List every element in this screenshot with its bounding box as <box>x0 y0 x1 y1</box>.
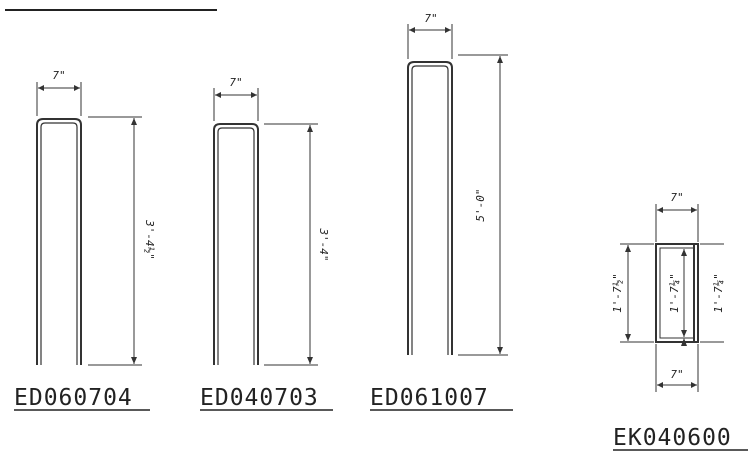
staple-body <box>655 243 699 343</box>
staple-inner <box>411 65 449 355</box>
part-code: ED040703 <box>200 385 319 411</box>
part-ed061007: 7" 5'-0" ED061007 <box>370 12 513 411</box>
arrow-left <box>38 85 44 91</box>
arrow-top <box>625 245 631 252</box>
arrow-top <box>497 56 503 63</box>
part-ed040703: 7" 3'-4" ED040703 <box>200 76 333 411</box>
top-width-dim-text: 7" <box>670 191 683 204</box>
part-code: EK040600 <box>613 425 732 451</box>
arrow-right <box>691 382 697 388</box>
arrow-top <box>131 118 137 125</box>
height-dim-text: 3'-4½" <box>143 219 156 260</box>
inner-height-dim-text: 1'-7¼" <box>668 273 681 313</box>
staple-shape <box>407 61 453 355</box>
arrow-right <box>251 92 257 98</box>
staple-shape <box>213 123 259 365</box>
arrow-top <box>681 249 687 256</box>
arrow-right <box>691 207 697 213</box>
bottom-width-dim-text: 7" <box>670 368 683 381</box>
arrow-right <box>445 27 451 33</box>
arrow-bottom <box>681 330 687 337</box>
arrow-bottom <box>307 357 313 364</box>
staple-inner <box>40 122 78 365</box>
arrow-left <box>215 92 221 98</box>
part-ek040600: 7" 7" 1'-7½" 1'-7¼" 1'-7¼" EK040600 <box>611 191 748 451</box>
arrow-left <box>409 27 415 33</box>
arrow-top <box>307 125 313 132</box>
height-dim-text: 5'-0" <box>474 188 487 221</box>
left-height-dim-text: 1'-7½" <box>611 273 624 313</box>
arrow-bottom <box>131 357 137 364</box>
width-dim-text: 7" <box>424 12 437 25</box>
arrow-left <box>657 382 663 388</box>
arrow-bottom <box>497 347 503 354</box>
width-dim-text: 7" <box>229 76 242 89</box>
arrow-right <box>74 85 80 91</box>
part-ed060704: 7" 3'-4½" ED060704 <box>14 69 156 411</box>
staple-shape <box>36 118 82 365</box>
part-code: ED061007 <box>370 385 489 411</box>
right-height-dim-text: 1'-7¼" <box>712 273 725 313</box>
arrow-left <box>657 207 663 213</box>
part-code: ED060704 <box>14 385 133 411</box>
staple-inner <box>217 127 255 365</box>
arrow-below <box>681 338 687 346</box>
arrow-bottom <box>625 334 631 341</box>
height-dim-text: 3'-4" <box>317 227 330 261</box>
width-dim-text: 7" <box>52 69 65 82</box>
